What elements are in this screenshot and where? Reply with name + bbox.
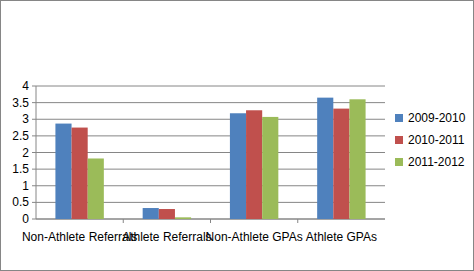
x-tick (210, 219, 211, 223)
y-tick (32, 135, 36, 136)
bar (175, 217, 191, 219)
legend-swatch (395, 136, 403, 144)
bar (262, 117, 278, 219)
bar (72, 128, 88, 219)
legend-swatch (395, 158, 403, 166)
bar (88, 158, 104, 219)
x-tick-label: Athlete Referrals (122, 230, 211, 244)
x-tick (123, 219, 124, 223)
bar (333, 109, 349, 219)
bar (143, 208, 159, 219)
bars (55, 98, 365, 219)
y-tick (32, 185, 36, 186)
bar (317, 98, 333, 219)
bar (349, 99, 365, 219)
legend-swatch (395, 114, 403, 122)
x-tick-label: Non-Athlete Referrals (22, 230, 137, 244)
x-tick (297, 219, 298, 223)
y-tick (32, 169, 36, 170)
bar (159, 209, 175, 219)
legend-label: 2009-2010 (408, 111, 466, 125)
legend-label: 2010-2011 (408, 133, 465, 147)
x-tick-label: Non-Athlete GPAs (206, 230, 303, 244)
bar (230, 113, 246, 219)
y-tick (32, 102, 36, 103)
y-tick-label: 1 (22, 179, 29, 193)
y-tick-label: 4 (22, 79, 29, 93)
y-tick-label: 2 (22, 146, 29, 160)
y-tick (32, 152, 36, 153)
bar (246, 110, 262, 219)
y-tick (32, 119, 36, 120)
grid-line (36, 86, 385, 87)
y-tick (32, 86, 36, 87)
y-tick-label: 0.5 (12, 195, 29, 209)
y-tick (32, 202, 36, 203)
chart-canvas: 00.511.522.533.54Non-Athlete ReferralsAt… (0, 0, 474, 271)
chart-border (1, 1, 474, 271)
y-tick-label: 3.5 (12, 96, 29, 110)
legend-label: 2011-2012 (408, 155, 465, 169)
y-tick-label: 3 (22, 112, 29, 126)
y-tick (32, 219, 36, 220)
y-tick-label: 0 (22, 212, 29, 226)
bar (55, 124, 71, 219)
y-tick-label: 1.5 (12, 162, 29, 176)
y-tick-label: 2.5 (12, 129, 29, 143)
x-tick-label: Athlete GPAs (306, 230, 377, 244)
y-axis (36, 86, 37, 219)
